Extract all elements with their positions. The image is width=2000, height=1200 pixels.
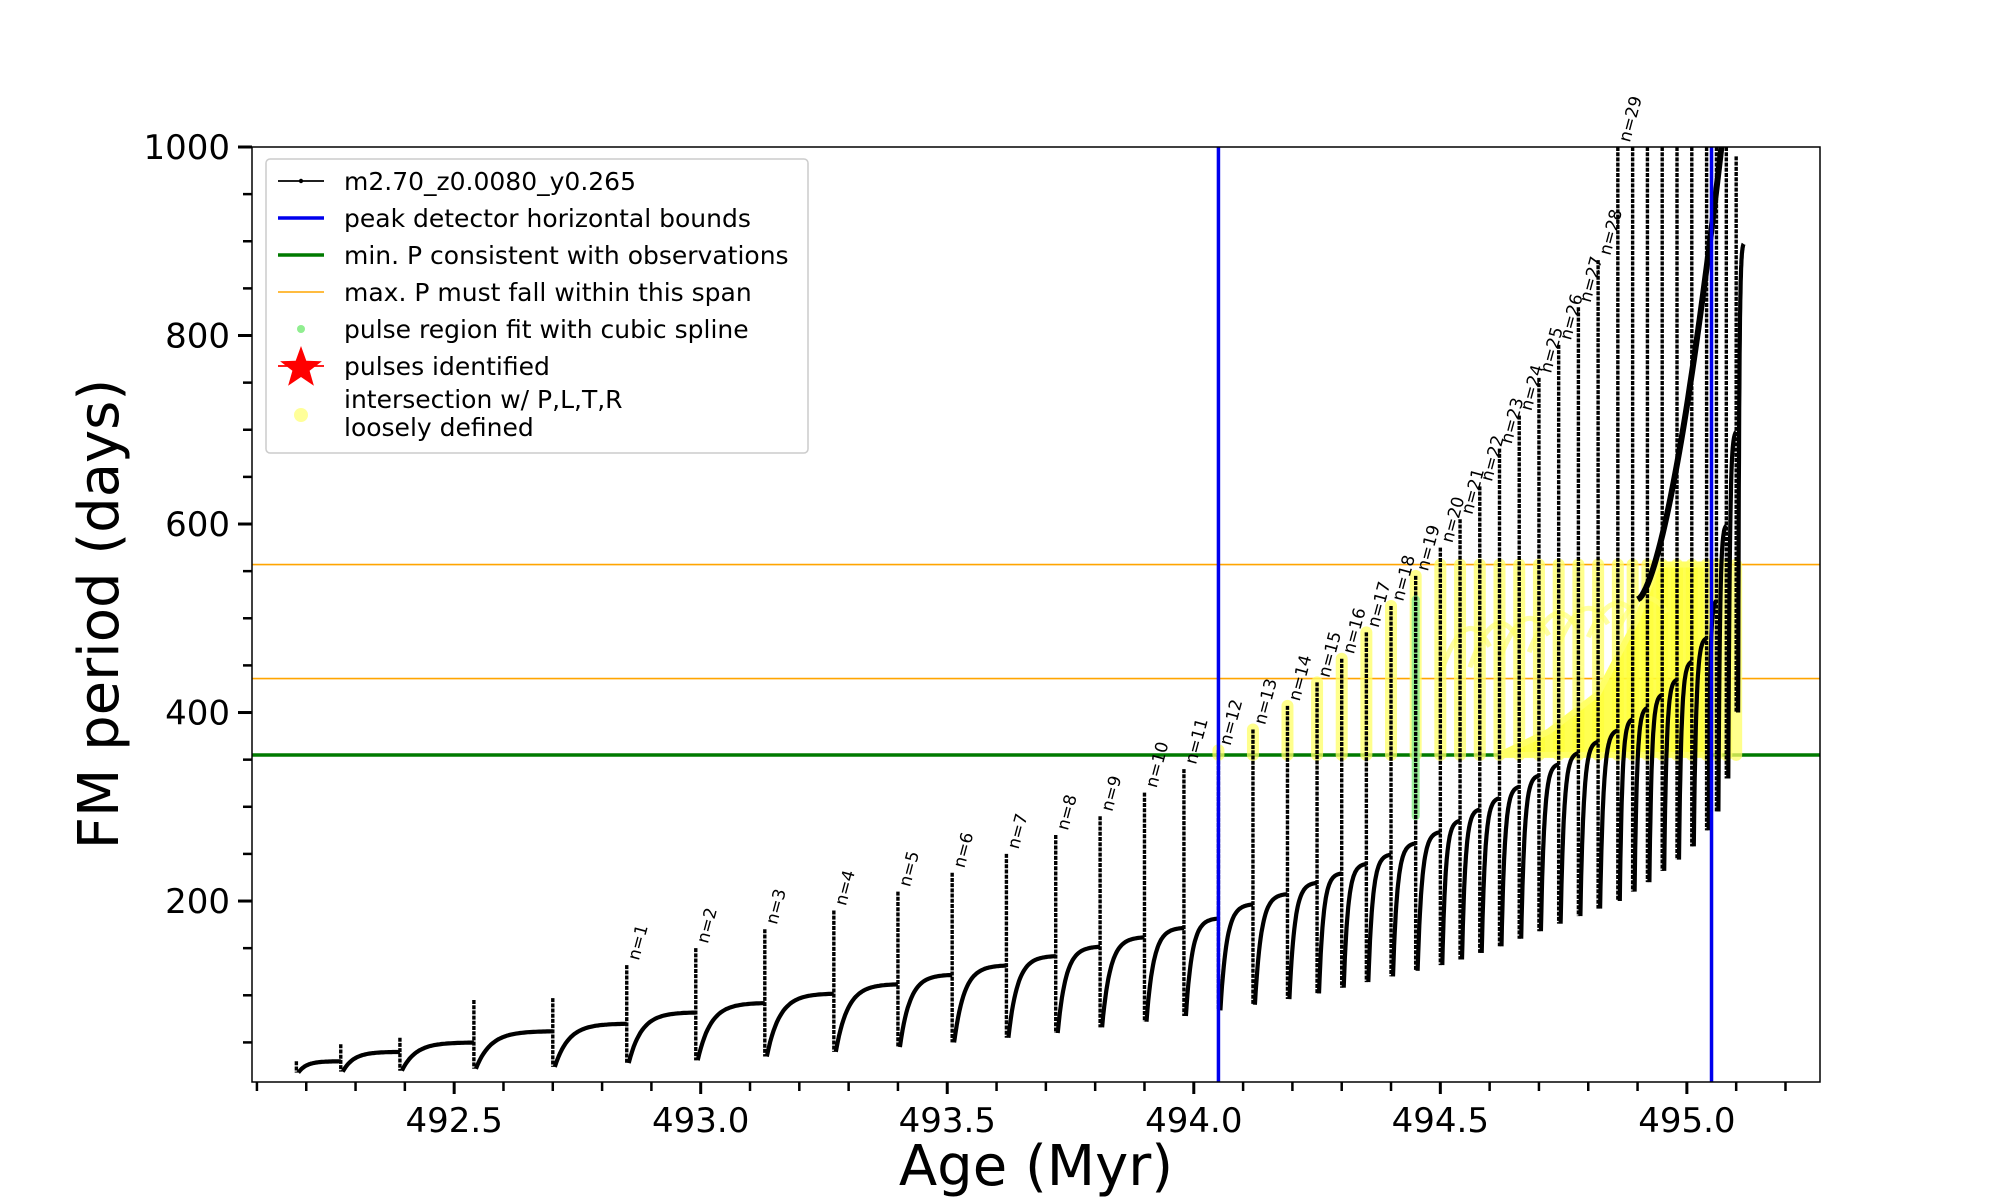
- pulse-recovery-curve: [1287, 880, 1319, 1000]
- legend-swatch: [297, 325, 305, 333]
- pulse-recovery-curve: [1366, 852, 1393, 983]
- pulse-recovery-curve: [897, 972, 954, 1048]
- y-tick-label: 1000: [143, 128, 230, 168]
- pulse-recovery-curve: [1341, 861, 1368, 988]
- y-tick-label: 600: [165, 505, 230, 545]
- pulse-recovery-curve: [1390, 841, 1418, 977]
- pulse-recovery-curve: [1440, 818, 1462, 966]
- pulse-recovery-curve: [1218, 902, 1255, 1011]
- y-tick-label: 200: [165, 882, 230, 922]
- pulse-recovery-curve: [1676, 659, 1694, 860]
- pulse-recovery-curve: [296, 1059, 342, 1074]
- x-tick-label: 494.0: [1145, 1101, 1242, 1141]
- pulse-recovery-curve: [552, 1021, 628, 1068]
- pulse-recovery-curve: [1144, 925, 1186, 1022]
- intersection-loose-mark: [1526, 610, 1581, 654]
- legend-label-line2: loosely defined: [344, 413, 534, 442]
- legend-label: peak detector horizontal bounds: [344, 204, 751, 233]
- series-upturn: [1636, 147, 1725, 603]
- pulse-recovery-curve: [626, 1010, 697, 1064]
- pulse-recovery-curve: [340, 1049, 401, 1073]
- axes-layer: 492.5 493.0 493.5 494.0 494.5 495.0 200 400 600 8…: [143, 128, 1787, 1141]
- pulse-recovery-curve: [1183, 916, 1220, 1017]
- legend-label: max. P must fall within this span: [344, 278, 752, 307]
- pulse-recovery-curve: [1578, 739, 1600, 917]
- legend-swatch-dot: [298, 178, 304, 184]
- pulse-recovery-curve: [952, 963, 1008, 1043]
- pulse-recovery-curve: [1617, 717, 1635, 902]
- pulse-recovery-curve: [1598, 728, 1620, 909]
- pulse-recovery-curve: [1499, 784, 1521, 947]
- peak-bounds-layer: [1216, 147, 1714, 1082]
- pulse-recovery-curve: [1647, 692, 1665, 883]
- pulse-recovery-curve: [1519, 773, 1541, 939]
- legend-swatch-star: [280, 346, 322, 386]
- x-tick-label: 492.5: [405, 1101, 502, 1141]
- pulse-recovery-curve: [1632, 705, 1650, 892]
- x-tick-label: 494.5: [1392, 1101, 1489, 1141]
- pulse-recovery-curve: [695, 1001, 766, 1061]
- pulse-recovery-curve: [1415, 830, 1442, 971]
- x-axis-label: Age (Myr): [899, 1134, 1173, 1199]
- legend-label: min. P consistent with observations: [344, 241, 789, 270]
- legend-label: pulse region fit with cubic spline: [344, 315, 749, 344]
- legend-label: intersection w/ P,L,T,R: [344, 385, 623, 414]
- legend-label: m2.70_z0.0080_y0.265: [344, 167, 636, 196]
- pulse-recovery-curve: [1252, 892, 1289, 1005]
- pulse-recovery-curve: [1558, 751, 1581, 924]
- x-tick-label: 493.0: [652, 1101, 749, 1141]
- plot-frame: [251, 146, 1821, 1083]
- y-tick-label: 400: [165, 694, 230, 734]
- pulse-recovery-curve: [1479, 796, 1502, 953]
- pulse-recovery-curve: [764, 991, 835, 1058]
- pulse-recovery-curve: [1006, 954, 1057, 1038]
- pulse-recovery-curve: [473, 1029, 554, 1070]
- legend-box: [265, 158, 809, 454]
- pulse-recovery-curve: [833, 982, 899, 1053]
- pulse-recovery-curve: [400, 1040, 475, 1072]
- pulse-recovery-curve: [1100, 935, 1146, 1028]
- pulse-recovery-curve: [1316, 871, 1344, 994]
- model-series-layer: [294, 147, 1746, 1074]
- pulse-recovery-curve: [1662, 677, 1679, 871]
- x-tick-label: 493.5: [899, 1101, 996, 1141]
- pulse-recovery-curve: [1538, 762, 1561, 932]
- legend-swatch: [294, 408, 308, 422]
- legend-label: pulses identified: [344, 352, 550, 381]
- pulse-recovery-curve: [1055, 944, 1102, 1034]
- pulse-recovery-curve: [1735, 242, 1746, 713]
- x-tick-label: 495.0: [1638, 1101, 1735, 1141]
- intersection-loose-mark: [1556, 605, 1611, 646]
- pulse-recovery-curve: [1691, 636, 1709, 847]
- y-axis-label: FM period (days): [67, 379, 132, 849]
- pulse-recovery-curve: [1459, 807, 1482, 960]
- y-tick-label: 800: [165, 317, 230, 357]
- intersection-loose-mark: [1497, 615, 1551, 661]
